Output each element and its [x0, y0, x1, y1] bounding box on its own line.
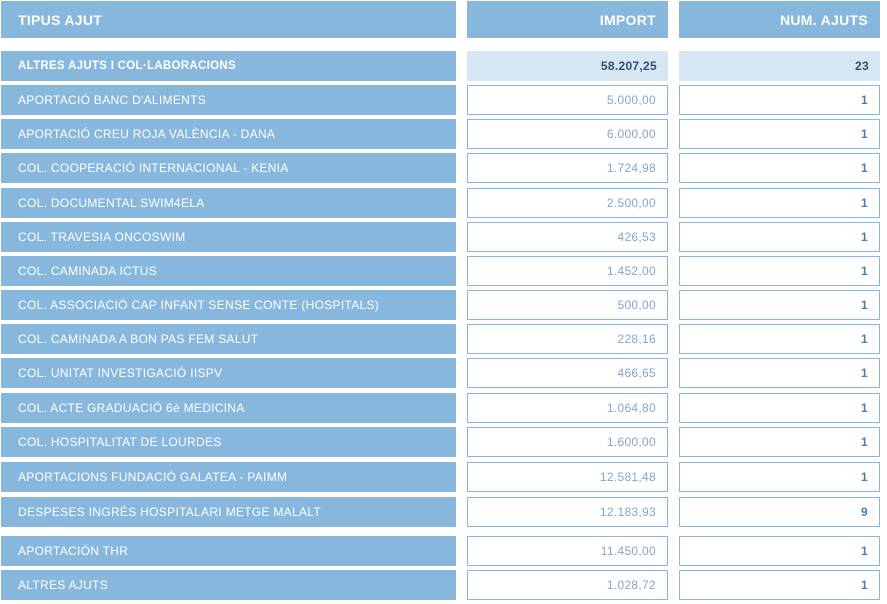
- row-type: APORTACIÓ BANC D'ALIMENTS: [1, 85, 456, 115]
- row-amount: 1.724,98: [467, 153, 668, 183]
- row-count: 1: [679, 290, 880, 320]
- row-amount: 426,53: [467, 222, 668, 252]
- summary-count: 23: [679, 51, 880, 81]
- row-amount: 12.183,93: [467, 497, 668, 527]
- summary-amount: 58.207,25: [467, 51, 668, 81]
- row-amount: 1.452,00: [467, 256, 668, 286]
- row-amount: 11.450,00: [467, 536, 668, 566]
- row-count: 1: [679, 324, 880, 354]
- row-amount: 1.600,00: [467, 427, 668, 457]
- row-count: 1: [679, 222, 880, 252]
- row-amount: 500,00: [467, 290, 668, 320]
- row-type: DESPESES INGRÉS HOSPITALARI METGE MALALT: [1, 497, 456, 527]
- row-type: COL. CAMINADA A BON PAS FEM SALUT: [1, 324, 456, 354]
- row-amount: 1.028,72: [467, 570, 668, 600]
- row-count: 1: [679, 570, 880, 600]
- row-amount: 6.000,00: [467, 119, 668, 149]
- row-count: 1: [679, 462, 880, 492]
- row-amount: 1.064,80: [467, 393, 668, 423]
- row-count: 1: [679, 536, 880, 566]
- row-type: APORTACIÓN THR: [1, 536, 456, 566]
- row-count: 1: [679, 427, 880, 457]
- row-type: ALTRES AJUTS: [1, 570, 456, 600]
- row-amount: 12.581,48: [467, 462, 668, 492]
- row-count: 1: [679, 358, 880, 388]
- row-type: COL. DOCUMENTAL SWIM4ELA: [1, 188, 456, 218]
- row-amount: 5.000,00: [467, 85, 668, 115]
- row-count: 1: [679, 85, 880, 115]
- row-count: 1: [679, 119, 880, 149]
- row-count: 1: [679, 153, 880, 183]
- row-amount: 228,16: [467, 324, 668, 354]
- row-amount: 466,65: [467, 358, 668, 388]
- row-count: 1: [679, 393, 880, 423]
- row-amount: 2.500,00: [467, 188, 668, 218]
- row-count: 1: [679, 188, 880, 218]
- row-type: COL. UNITAT INVESTIGACIÓ IISPV: [1, 358, 456, 388]
- row-type: COL. CAMINADA ICTUS: [1, 256, 456, 286]
- row-type: COL. COOPERACIÓ INTERNACIONAL - KENIA: [1, 153, 456, 183]
- row-type: COL. HOSPITALITAT DE LOURDES: [1, 427, 456, 457]
- header-type: TIPUS AJUT: [1, 1, 456, 38]
- row-type: APORTACIONS FUNDACIÓ GALATEA - PAIMM: [1, 462, 456, 492]
- row-type: APORTACIÓ CREU ROJA VALÈNCIA - DANA: [1, 119, 456, 149]
- row-count: 9: [679, 497, 880, 527]
- row-type: COL. ASSOCIACIÓ CAP INFANT SENSE CONTE (…: [1, 290, 456, 320]
- row-type: COL. TRAVESIA ONCOSWIM: [1, 222, 456, 252]
- summary-type: ALTRES AJUTS I COL·LABORACIONS: [1, 51, 456, 81]
- row-count: 1: [679, 256, 880, 286]
- header-amount: IMPORT: [467, 1, 668, 38]
- row-type: COL. ACTE GRADUACIÓ 6è MEDICINA: [1, 393, 456, 423]
- header-count: NUM. AJUTS: [679, 1, 880, 38]
